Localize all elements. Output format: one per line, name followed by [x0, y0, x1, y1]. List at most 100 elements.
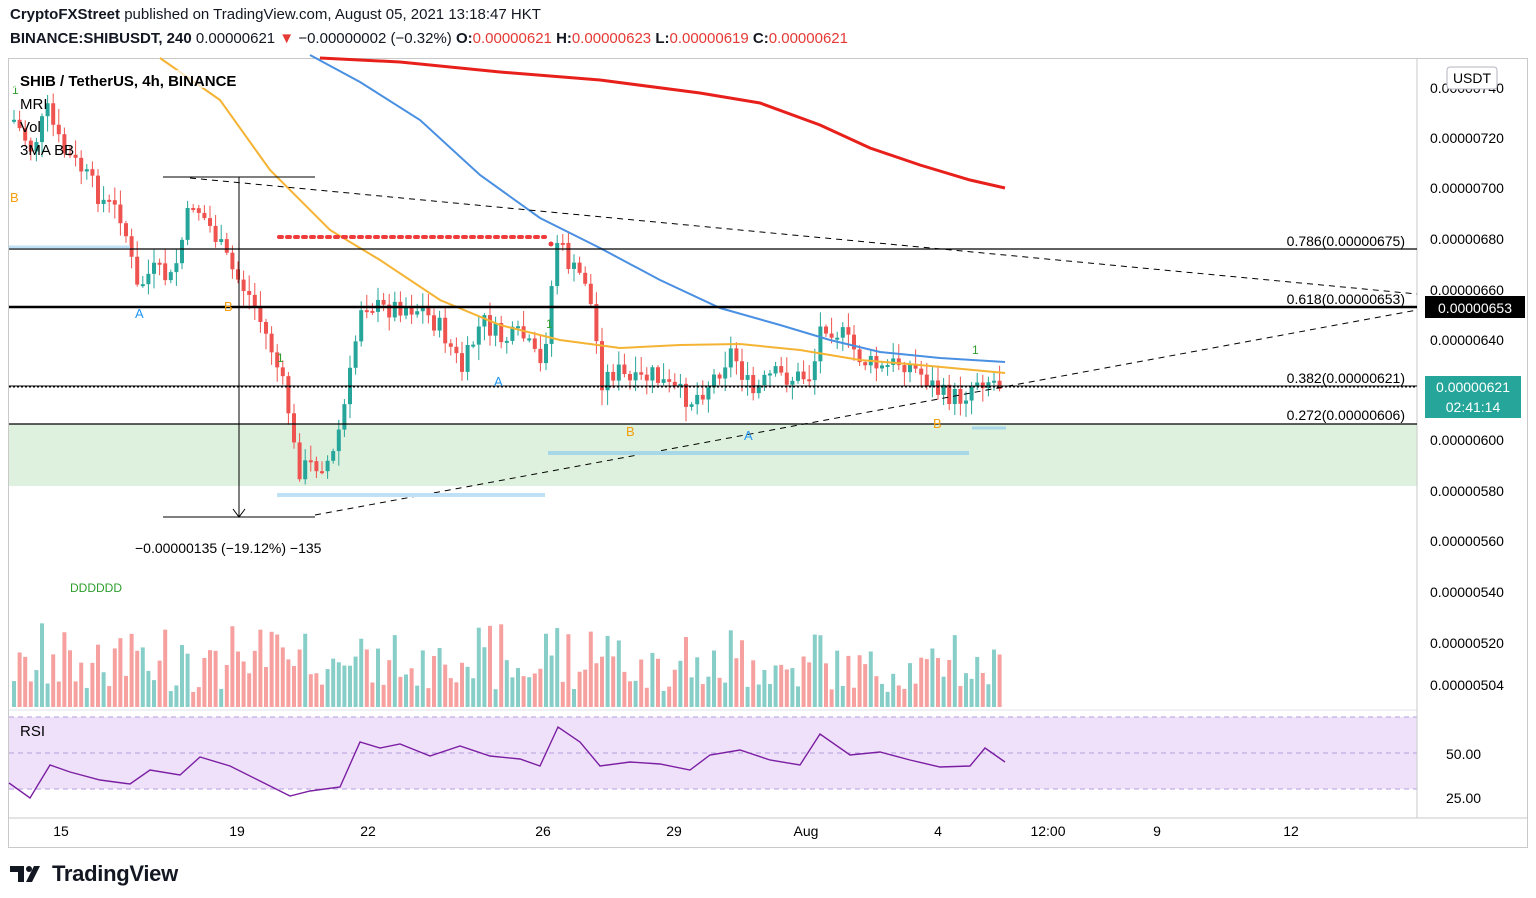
candle-body [947, 384, 952, 405]
volume-bar [45, 683, 50, 707]
volume-bar [90, 662, 95, 707]
candle-body [952, 389, 957, 405]
candle-body [157, 262, 162, 265]
legend-3mabb[interactable]: 3MA BB [20, 142, 74, 159]
volume-bar [62, 632, 67, 707]
volume-bar [96, 644, 100, 707]
volume-bar [140, 647, 145, 707]
volume-bar [639, 659, 644, 707]
candle-body [493, 323, 498, 336]
volume-bar [320, 684, 324, 707]
volume-bar [336, 662, 341, 707]
candle-body [695, 394, 700, 405]
legend-title[interactable]: SHIB / TetherUS, 4h, BINANCE [20, 73, 236, 90]
candle-body [381, 299, 386, 305]
volume-bar [12, 681, 16, 707]
candle-body [807, 379, 812, 382]
volume-bar [269, 631, 274, 707]
volume-bar [840, 685, 845, 707]
time-tick: 29 [666, 823, 682, 839]
candle-body [852, 334, 856, 350]
volume-bar [740, 640, 744, 707]
volume-bar [68, 650, 72, 707]
volume-bar [448, 678, 453, 707]
candle-body [818, 326, 823, 362]
candle-body [62, 134, 67, 154]
candle-body [835, 337, 840, 340]
legend-mri[interactable]: MRI [20, 96, 48, 113]
footer-brand[interactable]: TradingView [52, 861, 178, 886]
volume-bar [499, 624, 504, 707]
volume-bar [56, 681, 61, 707]
legend-vol[interactable]: Vol [20, 119, 41, 136]
candle-body [689, 404, 694, 407]
candle-body [465, 345, 470, 372]
candle-body [644, 374, 649, 381]
price-axis[interactable]: 0.000007400.000007200.000007000.00000680… [1430, 80, 1504, 693]
candle-body [79, 157, 84, 172]
time-tick: 15 [53, 823, 69, 839]
low-label: L: [655, 30, 670, 47]
rsi-label[interactable]: RSI [20, 723, 45, 740]
price-tick: 0.00000660 [1430, 282, 1504, 298]
measure-arrow-icon [232, 508, 246, 518]
candle-body [958, 389, 963, 404]
candle-body [152, 262, 156, 274]
volume-bar [745, 686, 750, 707]
candle-body [448, 343, 453, 347]
candle-body [930, 380, 935, 387]
price-tick: 0.00000520 [1430, 635, 1504, 651]
price-tick: 0.00000540 [1430, 584, 1504, 600]
volume-bar [297, 649, 302, 707]
volume-bar [661, 690, 666, 707]
volume-bar [611, 656, 616, 707]
candle-body [124, 223, 128, 237]
candle-body [628, 373, 632, 381]
candle-body [650, 367, 655, 381]
volume-bar [454, 682, 459, 707]
volume-bar [112, 648, 117, 707]
candle-body [51, 103, 56, 125]
volume-bar [600, 656, 604, 707]
volume-bar [818, 635, 823, 707]
volume-bar [392, 635, 397, 707]
measure-label: −0.00000135 (−19.12%) −135 [135, 540, 322, 556]
publisher-name: CryptoFXStreet [10, 6, 121, 23]
candle-body [180, 239, 184, 264]
candle-body [941, 384, 946, 395]
volume-bar [538, 668, 543, 707]
candle-body [555, 242, 560, 287]
candle-body [969, 386, 974, 401]
open-value: 0.00000621 [472, 30, 552, 47]
volume-bar [325, 669, 330, 707]
volume-bar [992, 649, 996, 707]
pattern-label-1: 1 [12, 83, 19, 97]
price-tick: 0.00000560 [1430, 533, 1504, 549]
candle-body [756, 385, 761, 394]
volume-bar [678, 660, 683, 707]
volume-bar [952, 635, 957, 707]
time-tick: 19 [229, 823, 245, 839]
candle-body [454, 346, 459, 354]
candle-body [734, 348, 739, 362]
currency-box[interactable] [1446, 66, 1498, 90]
volume-bar [460, 662, 464, 707]
candle-body [600, 341, 604, 391]
volume-bar [426, 688, 431, 707]
candle-body [213, 225, 218, 242]
volume-bar [566, 634, 571, 707]
volume-bar [157, 660, 162, 707]
change-arrow-icon: ▼ [279, 30, 295, 47]
candle-body [605, 371, 610, 391]
time-axis[interactable]: 15 19 22 26 29 Aug 4 12:00 9 12 [53, 823, 1299, 839]
volume-bar [348, 665, 352, 707]
candle-body [824, 326, 828, 334]
currency-label: USDT [1453, 70, 1492, 86]
candle-body [717, 374, 722, 379]
volume-bar [359, 638, 364, 707]
candles [12, 93, 1002, 485]
volume-bar [706, 676, 711, 707]
candle-body [129, 236, 134, 257]
candle-body [325, 460, 330, 472]
